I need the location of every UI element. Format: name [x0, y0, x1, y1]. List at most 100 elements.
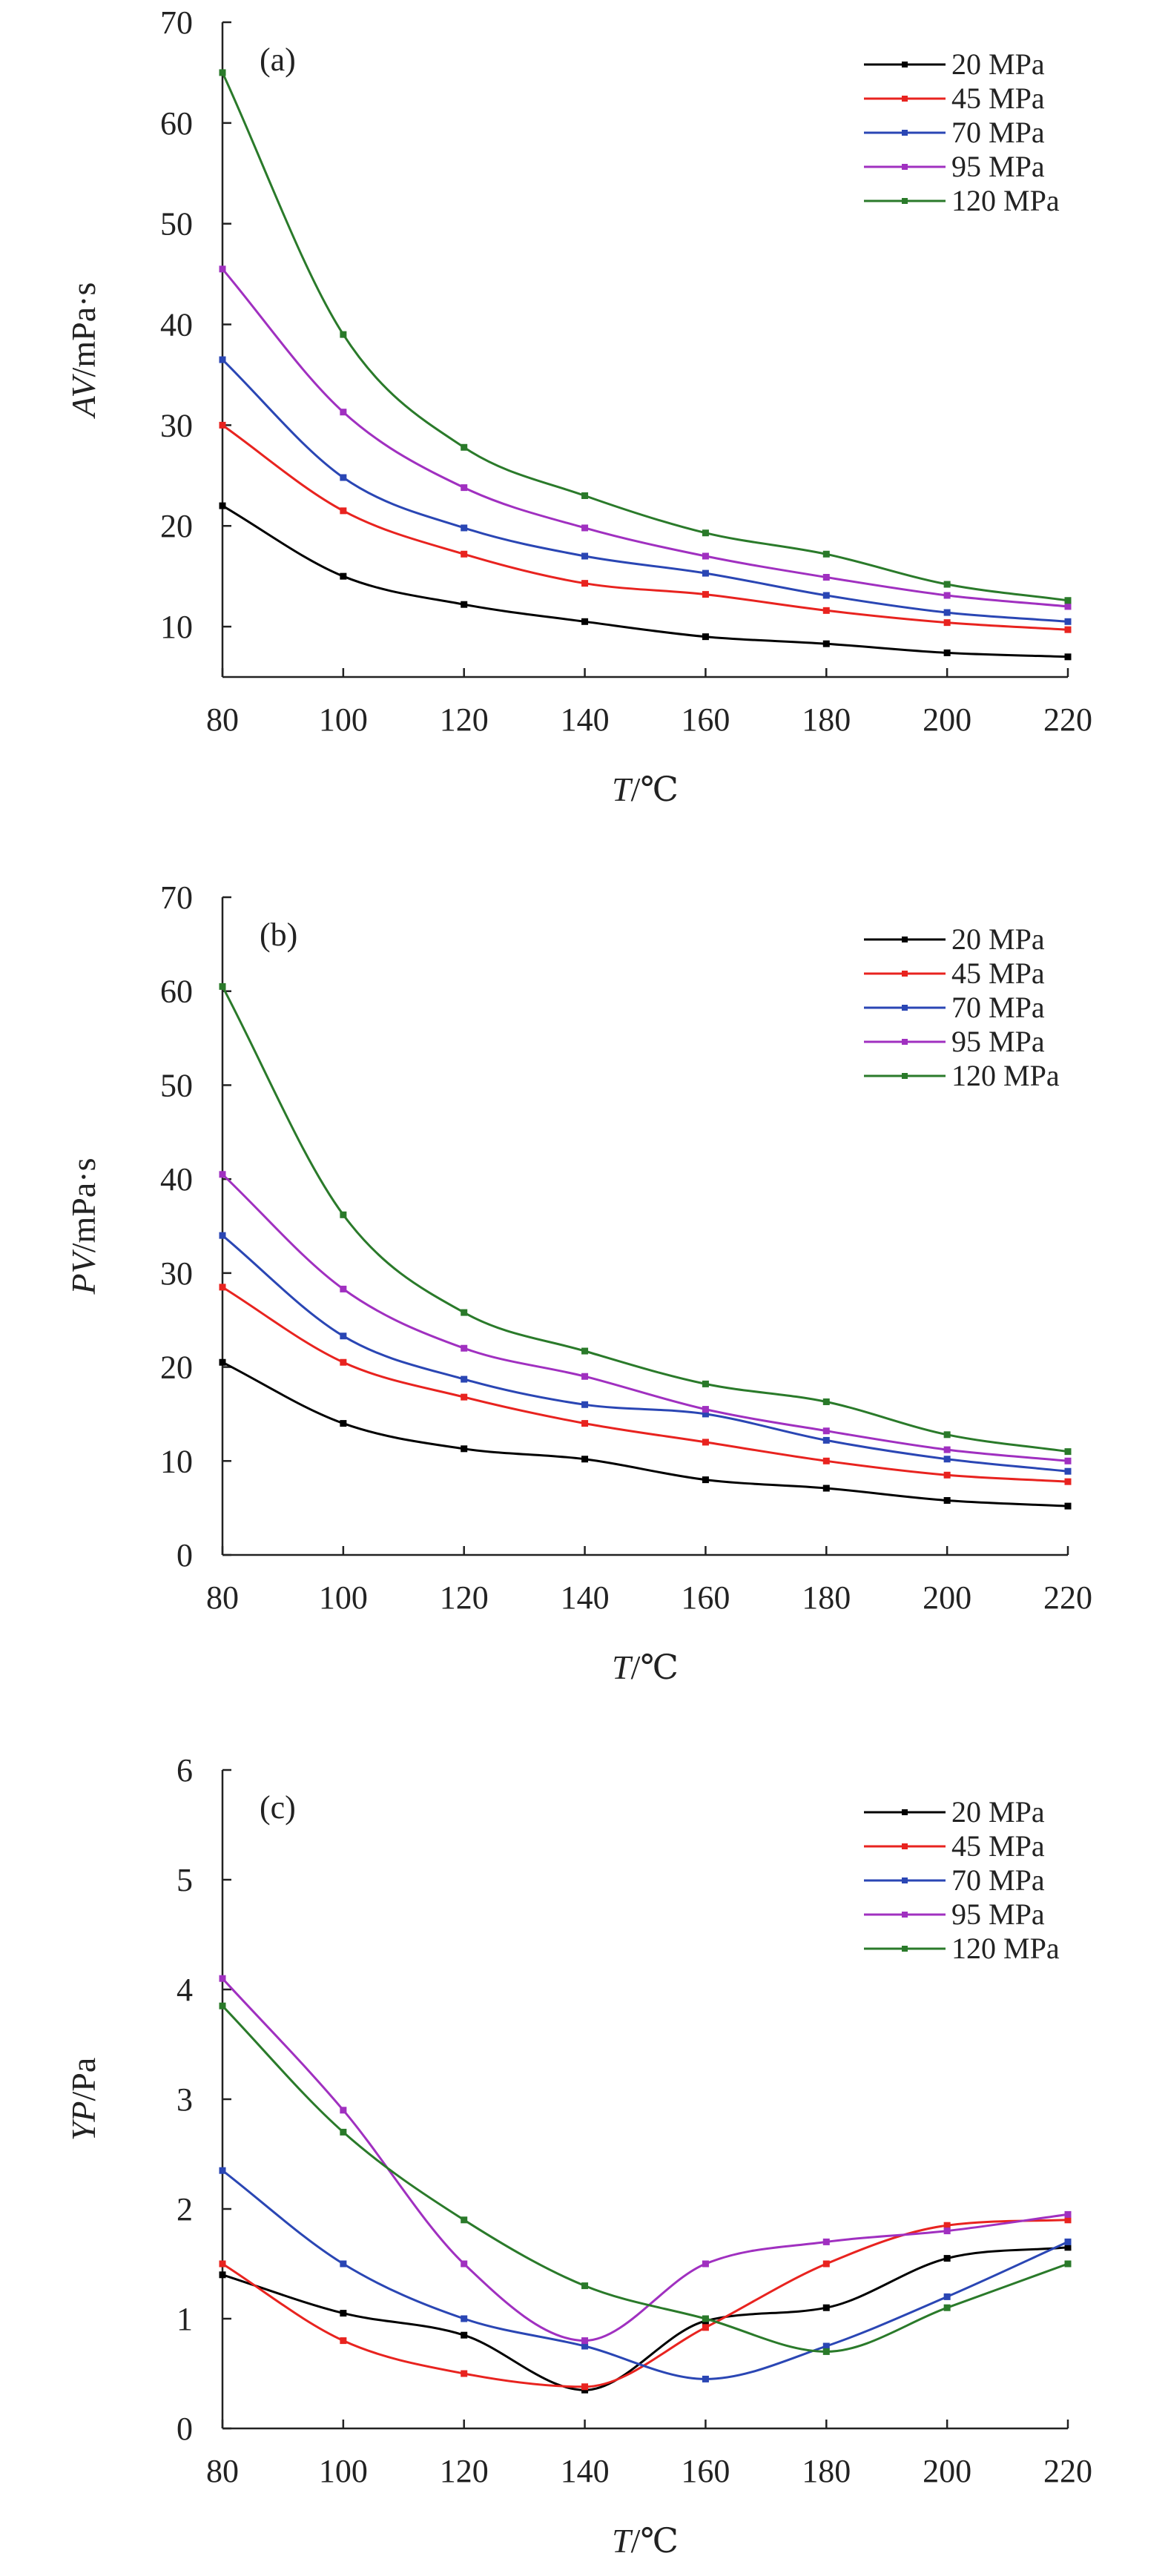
series-line [221, 1173, 1069, 1462]
data-point [943, 619, 951, 627]
x-axis-variable: T [612, 770, 633, 808]
data-point [943, 2293, 951, 2300]
legend-label: 120 MPa [951, 1059, 1060, 1092]
series-line [222, 1286, 1069, 1483]
x-axis-title: T/℃ [612, 1648, 679, 1686]
data-point [581, 2383, 589, 2391]
legend-marker [902, 1877, 908, 1883]
y-tick-label: 10 [160, 1443, 193, 1479]
data-point [461, 2216, 468, 2224]
legend-marker [902, 164, 908, 170]
data-point [943, 1497, 951, 1505]
data-point [461, 1344, 468, 1352]
x-tick-label: 220 [1043, 701, 1092, 738]
data-point [461, 2260, 468, 2268]
data-point [943, 1456, 951, 1463]
data-point [461, 443, 468, 451]
data-point [702, 2315, 709, 2322]
x-tick-label: 140 [561, 701, 610, 738]
data-point [1064, 2216, 1072, 2224]
panel-label: (a) [260, 42, 296, 78]
y-tick-label: 4 [176, 1972, 193, 2008]
y-tick-label: 2 [176, 2191, 193, 2227]
data-point [702, 633, 709, 641]
data-point [1064, 653, 1072, 661]
x-axis-title: T/℃ [612, 770, 679, 808]
data-point [219, 2167, 226, 2174]
y-tick-label: 30 [160, 407, 193, 443]
y-tick-label: 60 [160, 105, 193, 142]
x-tick-label: 200 [923, 1579, 971, 1616]
x-tick-label: 100 [319, 1579, 368, 1616]
legend-marker [902, 1039, 908, 1045]
data-point [822, 2238, 830, 2245]
data-point [581, 2337, 589, 2345]
data-point [702, 2324, 709, 2331]
data-point [581, 618, 589, 625]
legend-label: 95 MPa [951, 1898, 1045, 1931]
x-tick-label: 140 [561, 1579, 610, 1616]
data-point [822, 1484, 830, 1492]
y-tick-label: 1 [176, 2301, 193, 2337]
x-tick-label: 80 [206, 1579, 239, 1616]
data-point [340, 2337, 347, 2345]
data-point [702, 1476, 709, 1484]
data-point [1064, 1478, 1072, 1485]
data-point [219, 1358, 226, 1366]
x-axis-variable: T [612, 1648, 633, 1686]
data-point [340, 474, 347, 481]
data-point [822, 1457, 830, 1464]
data-point [340, 1211, 347, 1218]
x-tick-label: 200 [923, 701, 971, 738]
data-point [340, 1332, 347, 1340]
x-tick-label: 180 [802, 701, 851, 738]
y-axis-variable: PV [65, 1249, 102, 1295]
data-point [219, 982, 226, 990]
series-line [222, 1361, 1069, 1507]
data-point [461, 601, 468, 608]
data-point [461, 2331, 468, 2339]
legend-label: 45 MPa [951, 82, 1045, 115]
data-point [219, 1284, 226, 1291]
x-tick-label: 220 [1043, 1579, 1092, 1616]
x-tick-label: 200 [923, 2453, 971, 2489]
x-axis-unit: /℃ [631, 770, 679, 808]
data-point [702, 1380, 709, 1387]
data-point [461, 1393, 468, 1401]
data-point [461, 1445, 468, 1453]
legend-marker [902, 62, 908, 67]
data-point [822, 2260, 830, 2268]
series-line [222, 2246, 1069, 2391]
data-point [943, 1471, 951, 1479]
data-point [581, 492, 589, 499]
data-point [1064, 2210, 1072, 2218]
data-point [943, 1446, 951, 1453]
data-point [340, 507, 347, 515]
legend-marker [902, 971, 908, 977]
data-point [1064, 1457, 1072, 1464]
data-point [1064, 2244, 1072, 2251]
panel-c: 80 100 120 140 160 180 200 220 0 1 2 3 4 5 6 YP/Pa T/℃ (c… [65, 1752, 1092, 2560]
data-point [461, 484, 468, 492]
data-point [1064, 1448, 1072, 1456]
data-point [1064, 626, 1072, 633]
x-tick-label: 80 [206, 701, 239, 738]
y-tick-label: 6 [176, 1752, 193, 1789]
legend-marker [902, 96, 908, 102]
panel-b: 80 100 120 140 160 180 200 220 0 10 20 30 40 50 60 70 PV… [65, 879, 1092, 1686]
data-point [943, 2227, 951, 2235]
y-tick-label: 10 [160, 609, 193, 645]
legend-marker [902, 130, 908, 136]
legend-marker [902, 1005, 908, 1011]
data-point [219, 1232, 226, 1239]
data-point [943, 2255, 951, 2262]
y-axis-title: YP/Pa [65, 2058, 102, 2141]
panel-a: 80 100 120 140 160 180 200 22010203040506070AV/… [65, 4, 1092, 808]
data-point [581, 524, 589, 532]
data-point [581, 1456, 589, 1463]
series-line [222, 1235, 1069, 1473]
data-point [822, 1398, 830, 1405]
y-tick-label: 20 [160, 508, 193, 544]
x-tick-label: 100 [319, 701, 368, 738]
